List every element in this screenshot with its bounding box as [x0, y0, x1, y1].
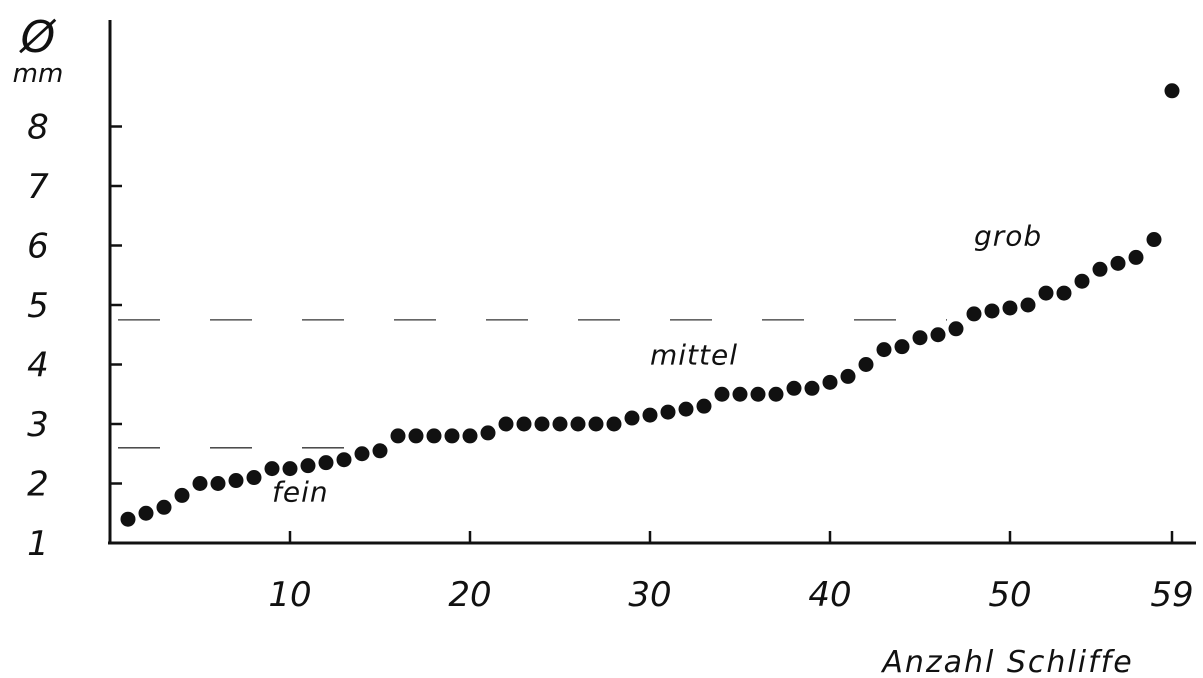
annotation-grob: grob [974, 220, 1042, 253]
data-point [138, 505, 154, 521]
data-point [876, 342, 892, 358]
y-tick-label: 1 [27, 524, 49, 564]
data-point [1092, 261, 1108, 277]
data-point [192, 476, 208, 491]
data-point [930, 327, 946, 343]
data-point [372, 443, 388, 459]
annotation-mittel: mittel [650, 339, 738, 372]
data-point [606, 416, 622, 432]
data-point [516, 416, 532, 432]
y-tick-label: 2 [27, 465, 49, 505]
data-point [822, 374, 838, 390]
data-point [660, 404, 676, 420]
data-point [1128, 249, 1144, 265]
data-point [642, 407, 658, 423]
data-point [408, 428, 424, 444]
y-tick-label: 7 [27, 167, 49, 207]
data-point [300, 458, 316, 474]
y-tick-label: 5 [27, 286, 49, 326]
data-point [1020, 297, 1036, 313]
data-point [948, 321, 964, 337]
data-point [804, 380, 820, 396]
x-tick-label: 20 [448, 575, 491, 615]
x-tick-label: 30 [628, 575, 671, 615]
data-point [354, 446, 370, 462]
data-point [480, 425, 496, 441]
data-point [228, 473, 244, 489]
data-point [156, 499, 172, 515]
data-point [840, 368, 856, 384]
data-point [570, 416, 586, 432]
data-point [750, 386, 766, 402]
data-point [264, 461, 280, 477]
data-point [768, 386, 784, 402]
data-point [858, 357, 874, 372]
data-point [462, 428, 478, 444]
data-point [336, 452, 352, 468]
data-point [966, 306, 982, 322]
y-tick-label: 3 [27, 405, 49, 445]
data-point [390, 428, 406, 444]
data-point [552, 416, 568, 432]
data-point [120, 511, 136, 527]
data-point [444, 428, 460, 444]
data-point [426, 428, 442, 444]
data-point [1038, 285, 1054, 301]
y-tick-label: 6 [27, 227, 49, 267]
data-point [786, 380, 802, 396]
data-point [1074, 273, 1090, 289]
y-tick-label: 4 [27, 346, 49, 386]
x-axis-title: Anzahl Schliffe [880, 645, 1133, 678]
data-point [1110, 255, 1126, 271]
annotation-fein: fein [272, 475, 329, 508]
y-tick-label: 8 [27, 108, 49, 148]
data-points [120, 83, 1180, 527]
data-point [1146, 232, 1162, 248]
data-point [696, 398, 712, 414]
x-ticks: 10 20 30 40 50 59 [268, 531, 1194, 615]
y-unit-label: mm [13, 59, 64, 89]
x-tick-label: 10 [268, 575, 311, 615]
data-point [1056, 285, 1072, 301]
y-unit-symbol: Ø [19, 12, 57, 63]
data-point [282, 461, 298, 477]
data-point [1002, 300, 1018, 316]
data-point [714, 386, 730, 402]
data-point [984, 303, 1000, 319]
data-point [732, 386, 748, 402]
x-tick-label: 40 [808, 575, 851, 615]
data-point [498, 416, 514, 432]
data-point [246, 470, 262, 486]
data-point [174, 487, 190, 503]
x-tick-label: 59 [1150, 575, 1193, 615]
class-boundaries [118, 319, 947, 449]
y-ticks: 1 2 3 4 5 6 7 8 [27, 108, 122, 564]
data-point [912, 330, 928, 346]
x-tick-label: 50 [988, 575, 1031, 615]
annotations: fein mittel grob [272, 220, 1042, 509]
data-point [588, 416, 604, 432]
data-point [624, 410, 640, 426]
data-point [318, 455, 334, 471]
data-point [1164, 83, 1180, 99]
data-point [210, 476, 226, 491]
data-point [894, 339, 910, 355]
data-point [534, 416, 550, 432]
data-point [678, 401, 694, 417]
